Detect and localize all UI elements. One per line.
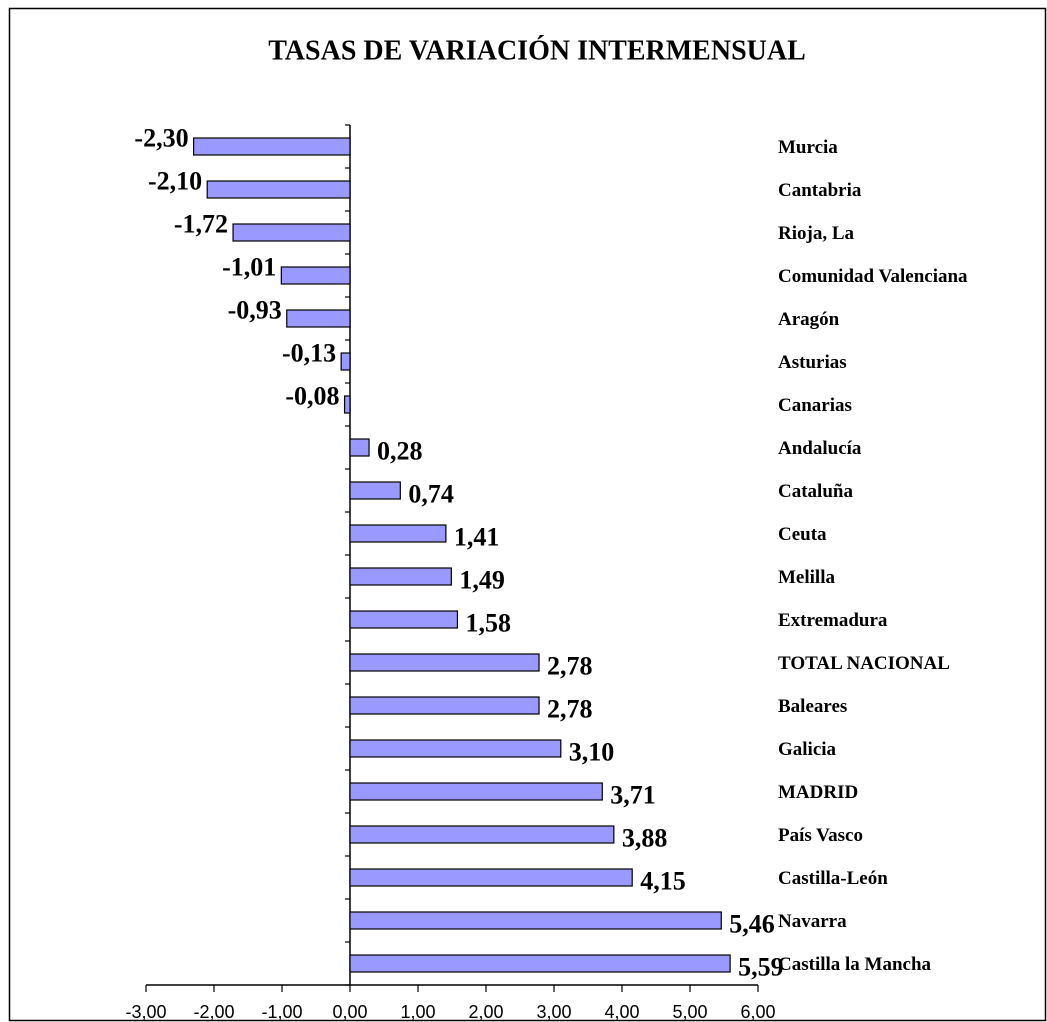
category-label: País Vasco [778, 825, 863, 846]
value-label: 5,59 [738, 952, 784, 981]
value-label: 1,49 [459, 565, 505, 594]
category-label: Andalucía [778, 438, 862, 459]
category-label: Aragón [778, 309, 840, 330]
value-label: 0,28 [377, 436, 423, 465]
bar [349, 868, 633, 887]
x-tick-label: -3,00 [125, 1002, 166, 1022]
bar [349, 739, 562, 758]
x-tick-label: 2,00 [468, 1002, 503, 1022]
category-label: Castilla-León [778, 868, 888, 889]
x-tick-label: -1,00 [261, 1002, 302, 1022]
value-label: -1,72 [174, 209, 228, 238]
value-label: 5,46 [729, 909, 775, 938]
category-label: Melilla [778, 567, 835, 588]
category-label: MADRID [778, 782, 858, 803]
x-tick-label: -2,00 [193, 1002, 234, 1022]
bar [232, 223, 351, 242]
bar [349, 653, 540, 672]
value-label: 3,71 [610, 780, 656, 809]
bar [349, 438, 370, 457]
bar [349, 481, 401, 500]
category-label: TOTAL NACIONAL [778, 653, 950, 674]
x-tick-label: 5,00 [672, 1002, 707, 1022]
value-label: 1,58 [465, 608, 511, 637]
value-label: -0,08 [285, 381, 339, 410]
value-label: 1,41 [454, 522, 500, 551]
value-label: 2,78 [547, 651, 593, 680]
x-tick-label: 3,00 [536, 1002, 571, 1022]
chart-title: TASAS DE VARIACIÓN INTERMENSUAL [268, 35, 806, 66]
category-label: Canarias [778, 395, 852, 416]
category-label: Asturias [778, 352, 847, 373]
bar [286, 309, 351, 328]
value-label: 2,78 [547, 694, 593, 723]
x-tick-label: 4,00 [604, 1002, 639, 1022]
chart-border [8, 7, 1047, 1022]
category-label: Murcia [778, 137, 838, 158]
category-label: Comunidad Valenciana [778, 266, 968, 287]
bar [349, 567, 452, 586]
value-label: 3,88 [622, 823, 668, 852]
value-label: 4,15 [640, 866, 686, 895]
value-label: -0,13 [282, 338, 336, 367]
value-label: -2,30 [134, 123, 188, 152]
bar [349, 954, 731, 973]
bar [349, 825, 615, 844]
x-tick-label: 1,00 [400, 1002, 435, 1022]
value-label: -1,01 [222, 252, 276, 281]
bar [349, 782, 603, 801]
category-label: Ceuta [778, 524, 827, 545]
x-tick-label: 0,00 [332, 1002, 367, 1022]
category-label: Cataluña [778, 481, 853, 502]
bar [193, 137, 351, 156]
bar [349, 911, 722, 930]
category-label: Galicia [778, 739, 837, 760]
bar [340, 352, 351, 371]
bar [343, 395, 351, 414]
value-label: 0,74 [408, 479, 454, 508]
bar [349, 696, 540, 715]
category-label: Navarra [778, 911, 847, 932]
category-label: Extremadura [778, 610, 888, 631]
x-tick-label: 6,00 [740, 1002, 775, 1022]
bar [280, 266, 351, 285]
category-label: Baleares [778, 696, 847, 717]
category-label: Rioja, La [778, 223, 855, 244]
bar [206, 180, 351, 199]
bar [349, 524, 447, 543]
category-label: Cantabria [778, 180, 862, 201]
bar [349, 610, 459, 629]
value-label: -0,93 [228, 295, 282, 324]
value-label: -2,10 [148, 166, 202, 195]
value-label: 3,10 [569, 737, 615, 766]
category-label: Castilla la Mancha [778, 954, 932, 975]
